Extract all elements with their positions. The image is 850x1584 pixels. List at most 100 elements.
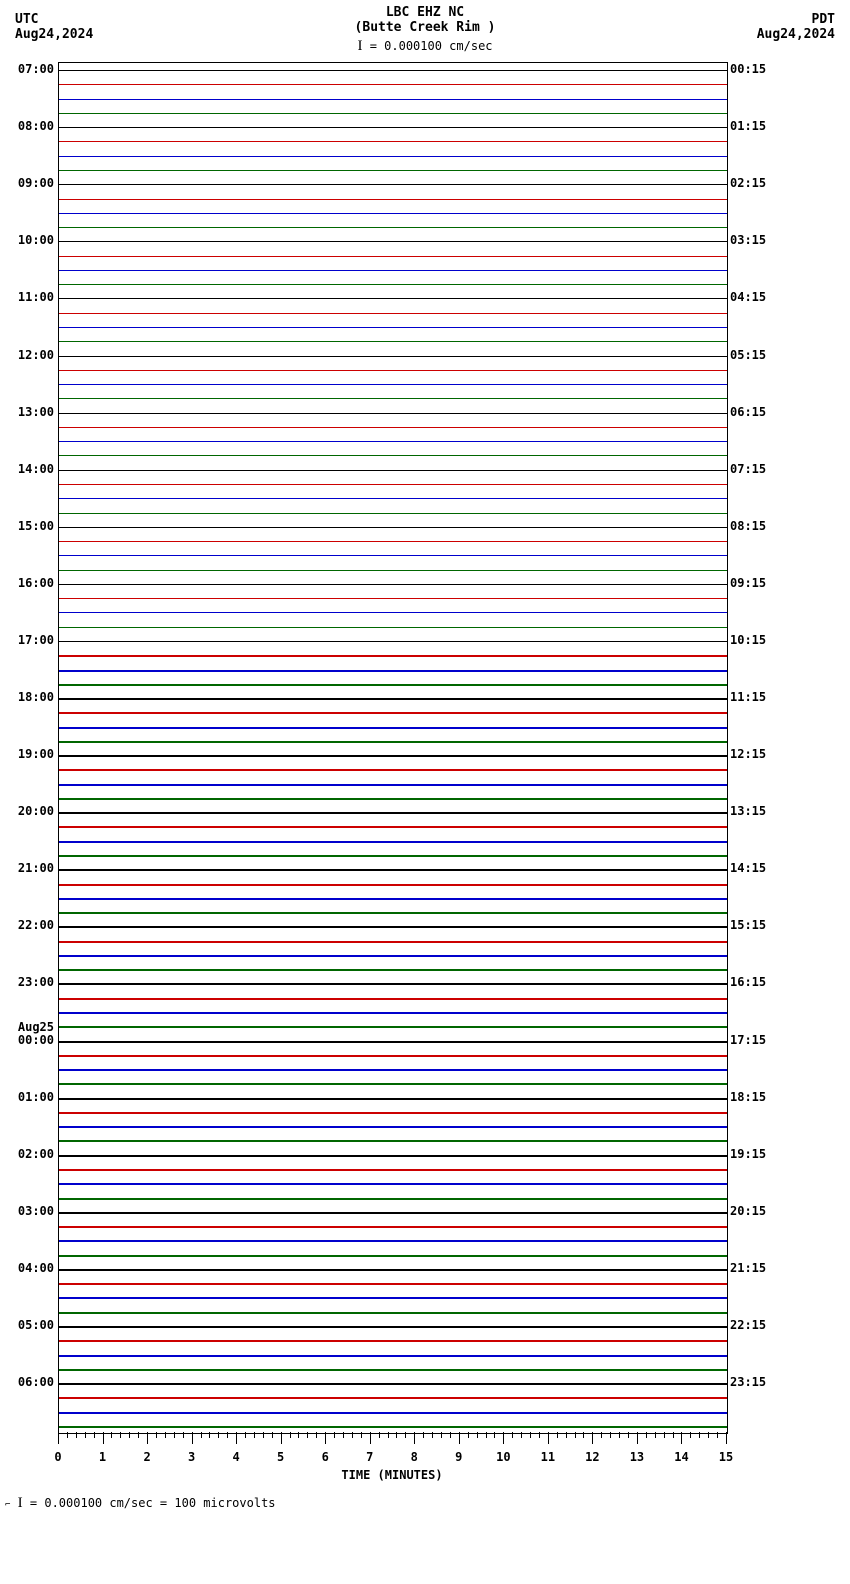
bar-icon: I [357, 38, 362, 54]
x-minor-tick [601, 1432, 602, 1438]
x-tick-label: 0 [54, 1450, 61, 1464]
utc-time-label: 03:00 [4, 1204, 54, 1218]
pdt-time-label: 13:15 [730, 804, 790, 818]
x-tick-label: 1 [99, 1450, 106, 1464]
seismic-trace [59, 869, 727, 871]
seismic-trace [59, 270, 727, 271]
pdt-time-label: 04:15 [730, 290, 790, 304]
x-minor-tick [494, 1432, 495, 1438]
seismic-trace [59, 1198, 727, 1200]
seismic-trace [59, 612, 727, 613]
seismic-trace [59, 341, 727, 342]
seismic-trace [59, 912, 727, 914]
bar-icon: I [18, 1495, 23, 1511]
seismogram-plot [58, 62, 728, 1434]
x-minor-tick [272, 1432, 273, 1438]
seismic-trace [59, 184, 727, 185]
seismic-trace [59, 941, 727, 943]
seismic-trace [59, 570, 727, 571]
x-minor-tick [307, 1432, 308, 1438]
seismic-trace [59, 1083, 727, 1085]
seismic-trace [59, 983, 727, 985]
seismic-trace [59, 398, 727, 399]
x-minor-tick [111, 1432, 112, 1438]
pdt-time-label: 21:15 [730, 1261, 790, 1275]
x-minor-tick [673, 1432, 674, 1438]
seismic-trace [59, 370, 727, 371]
seismic-trace [59, 170, 727, 171]
seismic-trace [59, 1041, 727, 1043]
x-tick-label: 15 [719, 1450, 733, 1464]
x-minor-tick [94, 1432, 95, 1438]
x-minor-tick [316, 1432, 317, 1438]
x-minor-tick [477, 1432, 478, 1438]
footer-scale: ⌐ I = 0.000100 cm/sec = 100 microvolts [5, 1495, 276, 1512]
x-minor-tick [156, 1432, 157, 1438]
x-major-tick [414, 1432, 415, 1444]
seismic-trace [59, 1326, 727, 1328]
seismic-trace [59, 513, 727, 514]
x-major-tick [459, 1432, 460, 1444]
utc-time-label: 23:00 [4, 975, 54, 989]
seismic-trace [59, 1355, 727, 1357]
x-minor-tick [263, 1432, 264, 1438]
seismic-trace [59, 470, 727, 471]
seismic-trace [59, 441, 727, 442]
pdt-time-label: 06:15 [730, 405, 790, 419]
seismic-trace [59, 327, 727, 328]
x-minor-tick [388, 1432, 389, 1438]
x-minor-tick [575, 1432, 576, 1438]
seismic-trace [59, 455, 727, 456]
seismic-trace [59, 1126, 727, 1128]
x-minor-tick [512, 1432, 513, 1438]
utc-time-label: 07:00 [4, 62, 54, 76]
seismic-trace [59, 1140, 727, 1142]
seismic-trace [59, 1369, 727, 1371]
seismic-trace [59, 70, 727, 71]
seismic-trace [59, 884, 727, 886]
seismic-trace [59, 798, 727, 800]
x-minor-tick [67, 1432, 68, 1438]
seismic-trace [59, 241, 727, 242]
x-minor-tick [557, 1432, 558, 1438]
x-major-tick [370, 1432, 371, 1444]
x-tick-label: 2 [143, 1450, 150, 1464]
seismic-trace [59, 1069, 727, 1071]
x-minor-tick [165, 1432, 166, 1438]
seismic-trace [59, 1226, 727, 1228]
left-tz-header: UTC Aug24,2024 [15, 12, 93, 42]
x-minor-tick [450, 1432, 451, 1438]
x-minor-tick [334, 1432, 335, 1438]
x-minor-tick [468, 1432, 469, 1438]
seismic-trace [59, 769, 727, 771]
utc-time-label: 04:00 [4, 1261, 54, 1275]
x-minor-tick [227, 1432, 228, 1438]
x-minor-tick [379, 1432, 380, 1438]
pdt-time-label: 01:15 [730, 119, 790, 133]
x-minor-tick [138, 1432, 139, 1438]
seismic-trace [59, 1340, 727, 1342]
seismic-trace [59, 213, 727, 214]
x-minor-tick [646, 1432, 647, 1438]
x-major-tick [281, 1432, 282, 1444]
x-minor-tick [655, 1432, 656, 1438]
utc-time-label: 17:00 [4, 633, 54, 647]
seismic-trace [59, 1426, 727, 1428]
seismic-trace [59, 1055, 727, 1057]
utc-time-label: 06:00 [4, 1375, 54, 1389]
x-tick-label: 11 [541, 1450, 555, 1464]
pdt-time-label: 18:15 [730, 1090, 790, 1104]
seismic-trace [59, 598, 727, 599]
x-minor-tick [708, 1432, 709, 1438]
seismic-trace [59, 1098, 727, 1100]
seismic-trace [59, 1155, 727, 1157]
pdt-time-label: 22:15 [730, 1318, 790, 1332]
seismic-trace [59, 127, 727, 128]
x-minor-tick [129, 1432, 130, 1438]
x-tick-label: 3 [188, 1450, 195, 1464]
x-major-tick [147, 1432, 148, 1444]
seismic-trace [59, 1312, 727, 1314]
x-minor-tick [405, 1432, 406, 1438]
utc-time-label: 05:00 [4, 1318, 54, 1332]
seismic-trace [59, 284, 727, 285]
